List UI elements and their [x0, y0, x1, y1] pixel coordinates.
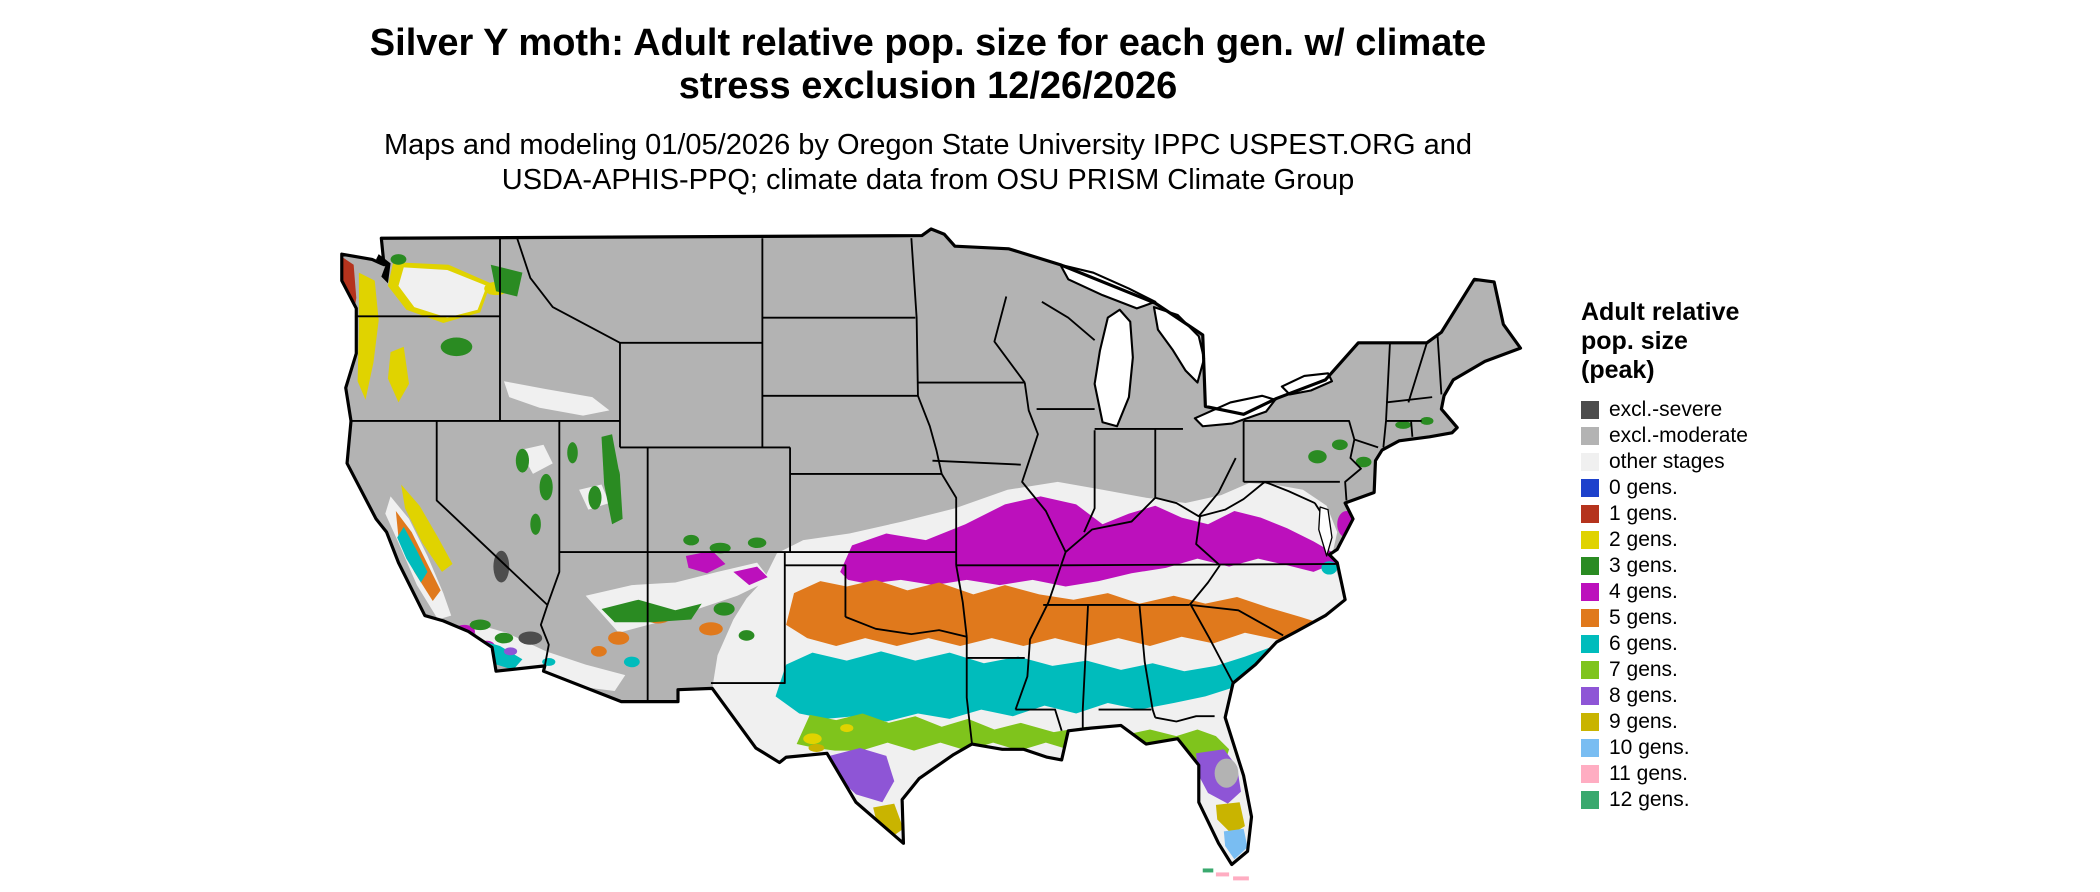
legend-title-line1: Adult relative: [1581, 298, 1740, 326]
legend-label: 10 gens.: [1609, 736, 1690, 759]
map-region-10-gens: [1223, 828, 1248, 860]
legend-label: excl.-moderate: [1609, 424, 1748, 447]
legend-item-7-gens: 7 gens.: [1581, 657, 1821, 683]
legend-label: other stages: [1609, 450, 1725, 473]
figure-subtitle-line2: USDA-APHIS-PPQ; climate data from OSU PR…: [501, 164, 1355, 196]
legend-label: 8 gens.: [1609, 684, 1678, 707]
legend-label: 12 gens.: [1609, 788, 1690, 811]
legend-title-line2: pop. size: [1581, 327, 1688, 355]
legend-item-4-gens: 4 gens.: [1581, 579, 1821, 605]
figure-title-line2: stress exclusion 12/26/2026: [678, 65, 1178, 107]
florida-keys: [1202, 868, 1249, 881]
legend-item-excl-severe: excl.-severe: [1581, 397, 1821, 423]
state-borders-east: [917, 296, 1443, 732]
legend-item-6-gens: 6 gens.: [1581, 631, 1821, 657]
legend-swatch: [1581, 635, 1599, 653]
figure-subtitle-line1: Maps and modeling 01/05/2026 by Oregon S…: [383, 129, 1473, 161]
legend-swatch: [1581, 791, 1599, 809]
legend-swatch: [1581, 609, 1599, 627]
legend-swatch: [1581, 531, 1599, 549]
legend-item-1-gens: 1 gens.: [1581, 501, 1821, 527]
figure-title-line1: Silver Y moth: Adult relative pop. size …: [369, 22, 1487, 64]
chesapeake-bay: [1318, 506, 1333, 557]
map-region-excl-moderate-florida: [1214, 758, 1239, 788]
us-outline: [340, 227, 1523, 867]
legend-label: 0 gens.: [1609, 476, 1678, 499]
legend-label: 11 gens.: [1609, 762, 1689, 785]
legend-swatch: [1581, 427, 1599, 445]
legend-label: 4 gens.: [1609, 580, 1678, 603]
legend-label: 5 gens.: [1609, 606, 1678, 629]
map-region-6-gens: [397, 526, 1338, 722]
map-legend: Adult relative pop. size (peak) excl.-se…: [1581, 298, 1821, 829]
legend-label: 1 gens.: [1609, 502, 1678, 525]
lake-michigan: [1093, 308, 1134, 428]
legend-swatch: [1581, 401, 1599, 419]
legend-swatch: [1581, 453, 1599, 471]
legend-item-9-gens: 9 gens.: [1581, 709, 1821, 735]
state-borders-west: [351, 237, 1060, 745]
legend-label: 3 gens.: [1609, 554, 1678, 577]
keys-12-gens: [1202, 868, 1214, 873]
legend-swatch: [1581, 765, 1599, 783]
keys-11-gens-b: [1233, 876, 1249, 881]
legend-swatch: [1581, 479, 1599, 497]
legend-rows: excl.-severe excl.-moderate other stages…: [1581, 397, 1821, 813]
legend-swatch: [1581, 739, 1599, 757]
map-region-3-gens: [390, 254, 1434, 644]
legend-title: Adult relative pop. size (peak): [1581, 298, 1821, 385]
legend-swatch: [1581, 661, 1599, 679]
figure-subtitle: Maps and modeling 01/05/2026 by Oregon S…: [0, 128, 1856, 198]
legend-item-2-gens: 2 gens.: [1581, 527, 1821, 553]
us-map: [340, 227, 1523, 881]
legend-label: excl.-severe: [1609, 398, 1723, 421]
map-region-9-gens: [808, 744, 1245, 839]
legend-label: 7 gens.: [1609, 658, 1678, 681]
legend-item-10-gens: 10 gens.: [1581, 735, 1821, 761]
legend-swatch: [1581, 713, 1599, 731]
legend-swatch: [1581, 557, 1599, 575]
legend-item-0-gens: 0 gens.: [1581, 475, 1821, 501]
legend-swatch: [1581, 505, 1599, 523]
great-lakes: [1059, 263, 1334, 557]
map-region-2-gens: [357, 272, 854, 745]
legend-item-11-gens: 11 gens.: [1581, 761, 1821, 787]
map-region-7-gens: [796, 713, 1230, 770]
legend-swatch: [1581, 687, 1599, 705]
legend-item-5-gens: 5 gens.: [1581, 605, 1821, 631]
legend-label: 9 gens.: [1609, 710, 1678, 733]
map-raster: [341, 228, 1521, 865]
legend-title-line3: (peak): [1581, 356, 1655, 384]
legend-item-excl-moderate: excl.-moderate: [1581, 423, 1821, 449]
legend-item-other-stages: other stages: [1581, 449, 1821, 475]
legend-label: 2 gens.: [1609, 528, 1678, 551]
legend-item-8-gens: 8 gens.: [1581, 683, 1821, 709]
legend-item-3-gens: 3 gens.: [1581, 553, 1821, 579]
legend-swatch: [1581, 583, 1599, 601]
legend-label: 6 gens.: [1609, 632, 1678, 655]
legend-item-12-gens: 12 gens.: [1581, 787, 1821, 813]
keys-11-gens-a: [1215, 872, 1230, 877]
figure-header: Silver Y moth: Adult relative pop. size …: [0, 22, 1856, 198]
